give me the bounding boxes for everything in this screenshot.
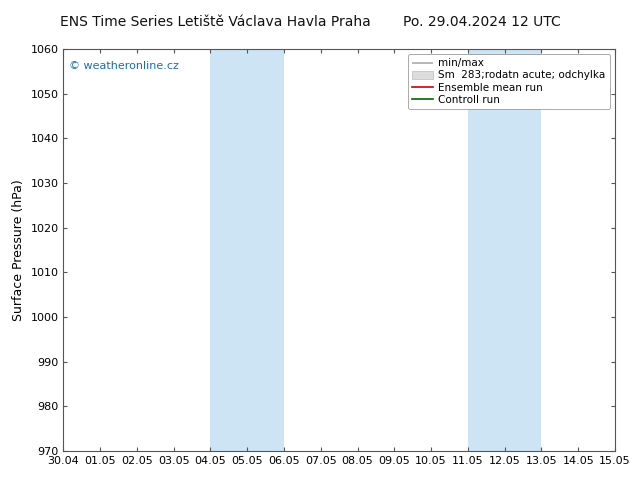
Text: ENS Time Series Letiště Václava Havla Praha: ENS Time Series Letiště Václava Havla Pr… bbox=[60, 15, 371, 29]
Y-axis label: Surface Pressure (hPa): Surface Pressure (hPa) bbox=[12, 179, 25, 321]
Bar bbox=[468, 49, 541, 451]
Text: © weatheronline.cz: © weatheronline.cz bbox=[69, 61, 179, 71]
Bar bbox=[210, 49, 284, 451]
Text: Po. 29.04.2024 12 UTC: Po. 29.04.2024 12 UTC bbox=[403, 15, 560, 29]
Legend: min/max, Sm  283;rodatn acute; odchylka, Ensemble mean run, Controll run: min/max, Sm 283;rodatn acute; odchylka, … bbox=[408, 54, 610, 109]
